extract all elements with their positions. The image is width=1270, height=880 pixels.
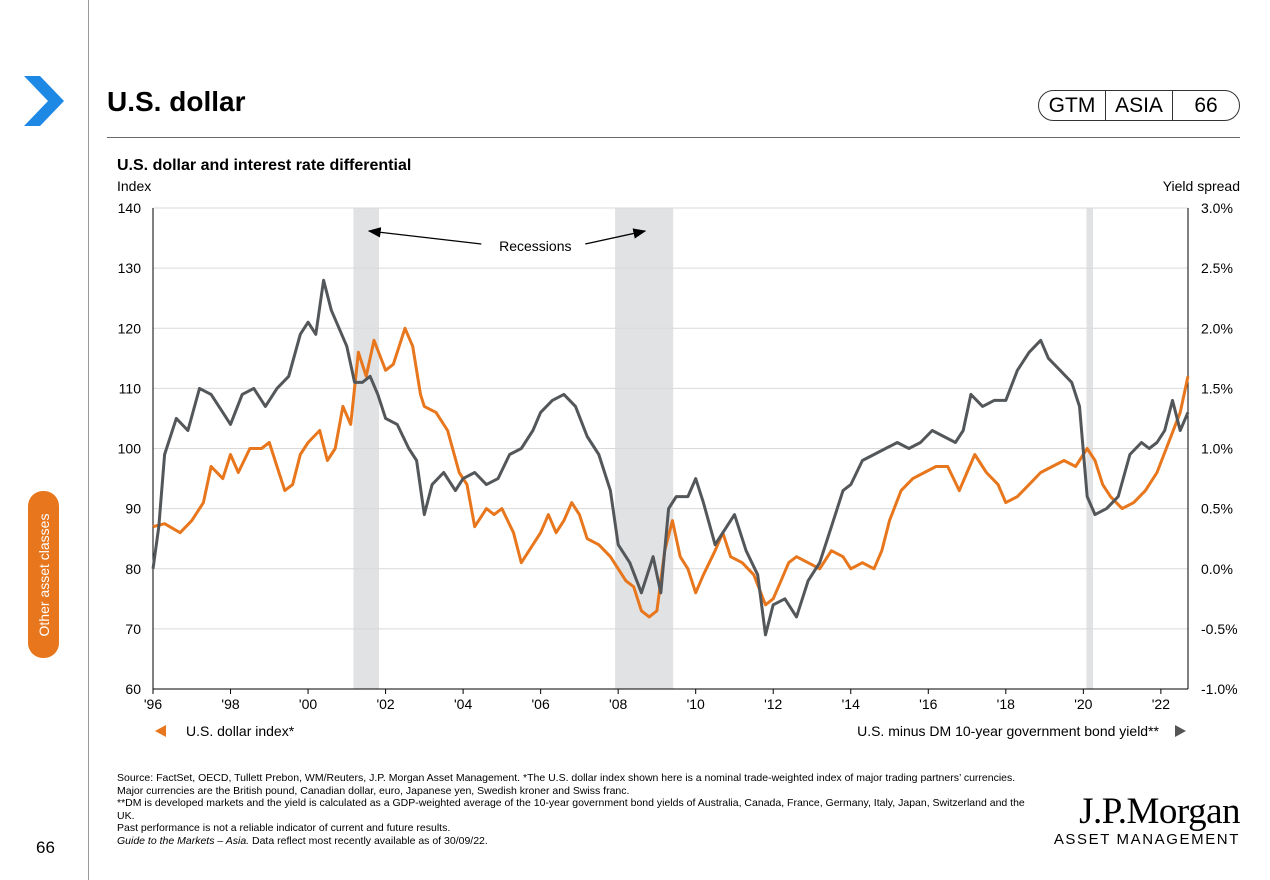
y-tick-label: 140 <box>118 200 142 216</box>
y2-tick-label: 0.5% <box>1201 501 1233 517</box>
x-tick-label: '06 <box>532 696 550 712</box>
legend-spread-label: U.S. minus DM 10-year government bond yi… <box>857 723 1159 739</box>
x-tick-label: '04 <box>454 696 472 712</box>
x-tick-label: '16 <box>919 696 937 712</box>
chevron-right-icon <box>24 76 64 126</box>
y-tick-label: 130 <box>118 260 142 276</box>
y2-tick-label: 2.5% <box>1201 260 1233 276</box>
legend-dollar: U.S. dollar index* <box>155 723 294 739</box>
x-tick-label: '22 <box>1152 696 1170 712</box>
guide-date: Data reflect most recently available as … <box>249 834 488 847</box>
source-line: **DM is developed markets and the yield … <box>117 797 1025 822</box>
badge-separator <box>1105 90 1106 121</box>
y-tick-label: 60 <box>125 681 141 697</box>
x-tick-label: '98 <box>221 696 239 712</box>
y2-tick-label: -1.0% <box>1201 681 1238 697</box>
badge-separator <box>1172 90 1173 121</box>
badge-region: ASIA <box>1115 93 1163 117</box>
y-tick-label: 120 <box>118 320 142 336</box>
recessions-annotation: Recessions <box>499 238 571 254</box>
guide-title: Guide to the Markets – Asia. <box>117 834 250 847</box>
divider-line <box>88 0 89 880</box>
y2-tick-label: 1.0% <box>1201 441 1233 457</box>
logo-name: J.P.Morgan <box>1079 791 1240 832</box>
chart-title: U.S. dollar and interest rate differenti… <box>117 157 412 174</box>
y2-tick-label: 0.0% <box>1201 561 1233 577</box>
y2-tick-label: 2.0% <box>1201 320 1233 336</box>
gray-triangle-icon <box>1175 725 1186 737</box>
x-tick-label: '20 <box>1074 696 1092 712</box>
y2-tick-label: 3.0% <box>1201 200 1233 216</box>
y-tick-label: 80 <box>125 561 141 577</box>
page-title: U.S. dollar <box>107 86 246 117</box>
jpmorgan-logo: J.P.Morgan ASSET MANAGEMENT <box>1040 790 1241 848</box>
x-tick-label: '08 <box>609 696 627 712</box>
y-tick-label: 110 <box>119 380 142 396</box>
legend-spread: U.S. minus DM 10-year government bond yi… <box>857 723 1186 739</box>
source-note: Source: FactSet, OECD, Tullett Prebon, W… <box>117 772 1037 847</box>
page-badge: GTM ASIA 66 <box>1038 90 1240 121</box>
badge-gtm: GTM <box>1048 93 1096 117</box>
x-tick-label: '10 <box>687 696 705 712</box>
y-axis-label: Index <box>117 178 152 194</box>
logo-subtitle: ASSET MANAGEMENT <box>1053 831 1240 848</box>
annotation-arrow <box>585 228 647 245</box>
badge-page: 66 <box>1194 93 1218 117</box>
yield-spread-line <box>151 278 1190 637</box>
title-rule <box>107 137 1240 138</box>
annotation-arrow <box>367 227 482 245</box>
guide-line: Guide to the Markets – Asia. Data reflec… <box>117 835 1037 848</box>
x-tick-label: '12 <box>764 696 782 712</box>
dollar-index-line <box>152 326 1190 619</box>
section-tab[interactable]: Other asset classes <box>28 491 59 658</box>
x-tick-label: '18 <box>997 696 1015 712</box>
orange-triangle-icon <box>155 725 166 737</box>
x-tick-label: '00 <box>299 696 317 712</box>
y-tick-label: 90 <box>125 501 141 517</box>
y-tick-label: 100 <box>118 441 142 457</box>
y2-tick-label: 1.5% <box>1201 380 1233 396</box>
y2-axis-label: Yield spread <box>1162 178 1240 194</box>
source-line: Source: FactSet, OECD, Tullett Prebon, W… <box>117 772 1016 797</box>
page-number: 66 <box>36 838 55 857</box>
x-tick-label: '96 <box>144 696 162 712</box>
y2-tick-label: -0.5% <box>1201 621 1238 637</box>
source-line: Past performance is not a reliable indic… <box>117 822 451 834</box>
x-tick-label: '14 <box>842 696 860 712</box>
y-tick-label: 70 <box>125 621 141 637</box>
x-tick-label: '02 <box>376 696 394 712</box>
legend-dollar-label: U.S. dollar index* <box>186 723 295 739</box>
